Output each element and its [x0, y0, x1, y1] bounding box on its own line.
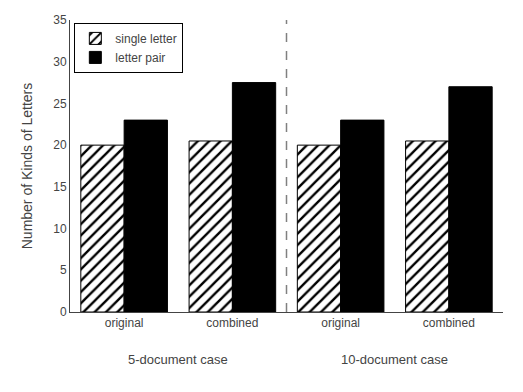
svg-text:combined: combined [423, 316, 475, 330]
svg-text:35: 35 [53, 13, 67, 27]
svg-text:Number of Kinds of Letters: Number of Kinds of Letters [19, 83, 35, 250]
svg-text:30: 30 [53, 55, 67, 69]
svg-text:original: original [321, 316, 360, 330]
svg-text:10: 10 [53, 222, 67, 236]
svg-text:letter pair: letter pair [115, 51, 165, 65]
svg-text:single letter: single letter [115, 32, 176, 46]
svg-text:15: 15 [53, 180, 67, 194]
svg-text:10-document case: 10-document case [341, 352, 448, 367]
svg-text:5-document case: 5-document case [128, 352, 228, 367]
svg-text:5: 5 [60, 263, 67, 277]
svg-text:25: 25 [53, 97, 67, 111]
svg-text:0: 0 [60, 305, 67, 319]
svg-text:combined: combined [206, 316, 258, 330]
svg-text:20: 20 [53, 138, 67, 152]
svg-text:original: original [105, 316, 144, 330]
